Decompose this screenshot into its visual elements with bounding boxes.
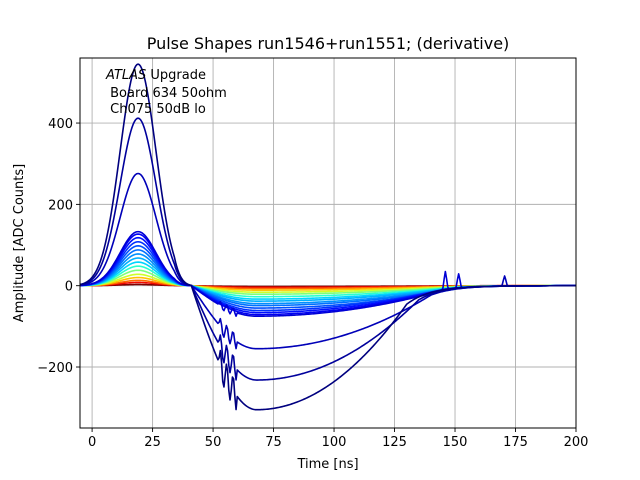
x-tick-label: 25: [144, 435, 161, 450]
x-tick-label: 75: [265, 435, 282, 450]
annotation-line-3: Ch075 50dB lo: [106, 102, 206, 117]
annotation-atlas: ATLAS: [105, 68, 146, 83]
annotation-line-1: ATLAS Upgrade: [105, 68, 206, 83]
y-axis-label: Amplitude [ADC Counts]: [12, 164, 27, 322]
annotation-upgrade: Upgrade: [146, 68, 206, 83]
x-tick-label: 0: [88, 435, 96, 450]
series-layer: [80, 63, 576, 411]
x-tick-label: 50: [205, 435, 222, 450]
atlas-annotation: ATLAS Upgrade Board 634 50ohm Ch075 50dB…: [105, 68, 227, 117]
x-tick-label: 150: [443, 435, 468, 450]
series-line-pulse-1: [80, 63, 576, 411]
x-tick-label: 100: [322, 435, 347, 450]
y-tick-label: 0: [65, 280, 73, 295]
x-axis-label: Time [ns]: [296, 457, 358, 472]
y-tick-label: 400: [48, 117, 73, 132]
x-tick-label: 125: [382, 435, 407, 450]
y-tick-label: −200: [37, 361, 73, 376]
y-axis-ticks: −200 0 200 400: [37, 117, 80, 376]
plot-frame: [79, 57, 577, 429]
x-tick-label: 175: [503, 435, 528, 450]
x-tick-label: 200: [564, 435, 589, 450]
annotation-line-2: Board 634 50ohm: [106, 86, 227, 101]
x-axis-ticks: 0 25 50 75 100 125 150 175 200: [88, 428, 588, 450]
chart-title: Pulse Shapes run1546+run1551; (derivativ…: [147, 34, 510, 53]
y-tick-label: 200: [48, 198, 73, 213]
